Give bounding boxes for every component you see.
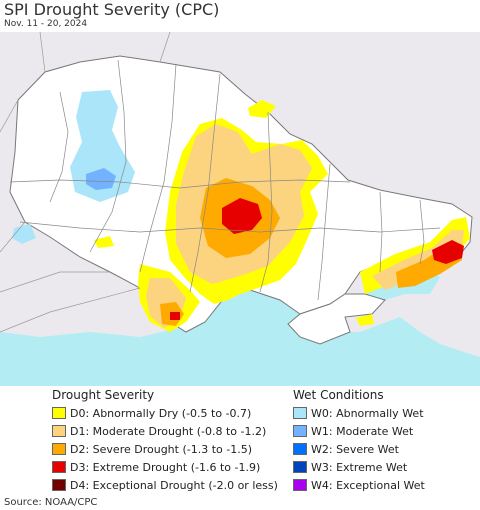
swatch-d0 xyxy=(52,407,66,419)
date-range: Nov. 11 - 20, 2024 xyxy=(4,19,88,29)
legend: Drought Severity Wet Conditions D0: Abno… xyxy=(0,386,480,496)
legend-item-w4: W4: Exceptional Wet xyxy=(293,477,425,493)
swatch-d2 xyxy=(52,443,66,455)
swatch-w4 xyxy=(293,479,307,491)
wet-legend-heading: Wet Conditions xyxy=(293,388,384,402)
legend-label-w2: W2: Severe Wet xyxy=(311,442,399,456)
swatch-d4 xyxy=(52,479,66,491)
swatch-w1 xyxy=(293,425,307,437)
black-sea xyxy=(0,290,480,386)
legend-label-w1: W1: Moderate Wet xyxy=(311,424,414,438)
legend-label-d1: D1: Moderate Drought (-0.8 to -1.2) xyxy=(70,424,267,438)
drought-d0-west-spot xyxy=(94,236,114,248)
swatch-w3 xyxy=(293,461,307,473)
wet-w1 xyxy=(86,168,116,190)
drought-d0-crimea-spot xyxy=(356,314,374,326)
legend-item-w3: W3: Extreme Wet xyxy=(293,459,407,475)
legend-label-d4: D4: Exceptional Drought (-2.0 or less) xyxy=(70,478,278,492)
legend-label-d2: D2: Severe Drought (-1.3 to -1.5) xyxy=(70,442,253,456)
legend-label-d3: D3: Extreme Drought (-1.6 to -1.9) xyxy=(70,460,261,474)
swatch-d3 xyxy=(52,461,66,473)
legend-item-d2: D2: Severe Drought (-1.3 to -1.5) xyxy=(52,441,252,457)
country-borders xyxy=(0,32,171,333)
legend-item-d0: D0: Abnormally Dry (-0.5 to -0.7) xyxy=(52,405,251,421)
drought-d3-south-west xyxy=(170,312,180,320)
swatch-d1 xyxy=(52,425,66,437)
legend-label-w3: W3: Extreme Wet xyxy=(311,460,408,474)
drought-d3-central xyxy=(222,198,262,234)
drought-d1-south-east xyxy=(372,230,464,290)
legend-item-d1: D1: Moderate Drought (-0.8 to -1.2) xyxy=(52,423,266,439)
legend-item-w0: W0: Abnormally Wet xyxy=(293,405,424,421)
legend-item-w2: W2: Severe Wet xyxy=(293,441,399,457)
page-title: SPI Drought Severity (CPC) xyxy=(4,0,220,19)
legend-item-d4: D4: Exceptional Drought (-2.0 or less) xyxy=(52,477,278,493)
legend-item-w1: W1: Moderate Wet xyxy=(293,423,413,439)
drought-legend-heading: Drought Severity xyxy=(52,388,155,402)
legend-item-d3: D3: Extreme Drought (-1.6 to -1.9) xyxy=(52,459,260,475)
oblast-borders xyxy=(9,59,441,301)
drought-d3-south-east xyxy=(432,240,464,264)
wet-w0-west xyxy=(12,224,36,244)
crimea xyxy=(287,293,386,345)
legend-label-w0: W0: Abnormally Wet xyxy=(311,406,424,420)
legend-label-d0: D0: Abnormally Dry (-0.5 to -0.7) xyxy=(70,406,252,420)
drought-map xyxy=(0,32,480,386)
swatch-w2 xyxy=(293,443,307,455)
drought-d0-north xyxy=(248,100,276,118)
source-note: Source: NOAA/CPC xyxy=(4,497,98,508)
legend-label-w4: W4: Exceptional Wet xyxy=(311,478,425,492)
swatch-w0 xyxy=(293,407,307,419)
